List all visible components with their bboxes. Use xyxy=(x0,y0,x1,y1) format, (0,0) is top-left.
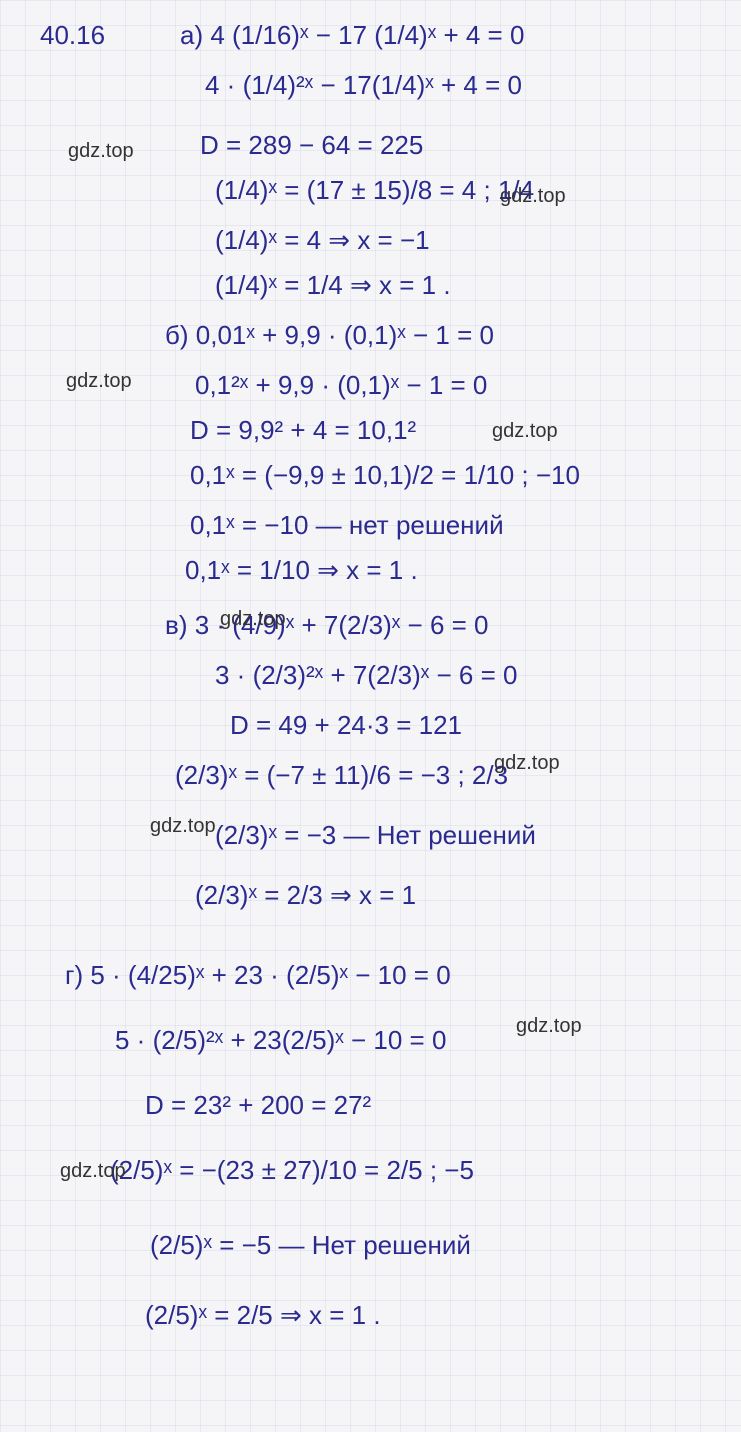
line-8: 0,1²ˣ + 9,9 · (0,1)ˣ − 1 = 0 xyxy=(195,370,487,401)
watermark-2: gdz.top xyxy=(500,185,566,208)
line-18: (2/3)ˣ = 2/3 ⇒ x = 1 xyxy=(195,880,416,911)
watermark-3: gdz.top xyxy=(66,370,132,393)
problem-number: 40.16 xyxy=(40,20,105,51)
watermark-1: gdz.top xyxy=(68,140,134,163)
watermark-5: gdz.top xyxy=(220,608,286,631)
watermark-8: gdz.top xyxy=(516,1015,582,1038)
line-1: а) 4 (1/16)ˣ − 17 (1/4)ˣ + 4 = 0 xyxy=(180,20,524,51)
line-17: (2/3)ˣ = −3 — Нет решений xyxy=(215,820,536,851)
line-6: (1/4)ˣ = 1/4 ⇒ x = 1 . xyxy=(215,270,451,301)
line-14: 3 · (2/3)²ˣ + 7(2/3)ˣ − 6 = 0 xyxy=(215,660,517,691)
line-7: б) 0,01ˣ + 9,9 · (0,1)ˣ − 1 = 0 xyxy=(165,320,494,351)
line-20: 5 · (2/5)²ˣ + 23(2/5)ˣ − 10 = 0 xyxy=(115,1025,446,1056)
watermark-6: gdz.top xyxy=(494,752,560,775)
watermark-4: gdz.top xyxy=(492,420,558,443)
line-5: (1/4)ˣ = 4 ⇒ x = −1 xyxy=(215,225,430,256)
line-11: 0,1ˣ = −10 — нет решений xyxy=(190,510,504,541)
line-3: D = 289 − 64 = 225 xyxy=(200,130,423,161)
line-19: г) 5 · (4/25)ˣ + 23 · (2/5)ˣ − 10 = 0 xyxy=(65,960,451,991)
line-22: (2/5)ˣ = −(23 ± 27)/10 = 2/5 ; −5 xyxy=(110,1155,474,1186)
line-4: (1/4)ˣ = (17 ± 15)/8 = 4 ; 1/4 xyxy=(215,175,534,206)
line-24: (2/5)ˣ = 2/5 ⇒ x = 1 . xyxy=(145,1300,381,1331)
line-12: 0,1ˣ = 1/10 ⇒ x = 1 . xyxy=(185,555,418,586)
line-10: 0,1ˣ = (−9,9 ± 10,1)/2 = 1/10 ; −10 xyxy=(190,460,580,491)
line-15: D = 49 + 24·3 = 121 xyxy=(230,710,462,741)
line-9: D = 9,9² + 4 = 10,1² xyxy=(190,415,416,446)
line-23: (2/5)ˣ = −5 — Нет решений xyxy=(150,1230,471,1261)
watermark-9: gdz.top xyxy=(60,1160,126,1183)
line-21: D = 23² + 200 = 27² xyxy=(145,1090,371,1121)
line-2: 4 · (1/4)²ˣ − 17(1/4)ˣ + 4 = 0 xyxy=(205,70,522,101)
watermark-7: gdz.top xyxy=(150,815,216,838)
line-16: (2/3)ˣ = (−7 ± 11)/6 = −3 ; 2/3 xyxy=(175,760,508,791)
line-13: в) 3 · (4/9)ˣ + 7(2/3)ˣ − 6 = 0 xyxy=(165,610,489,641)
